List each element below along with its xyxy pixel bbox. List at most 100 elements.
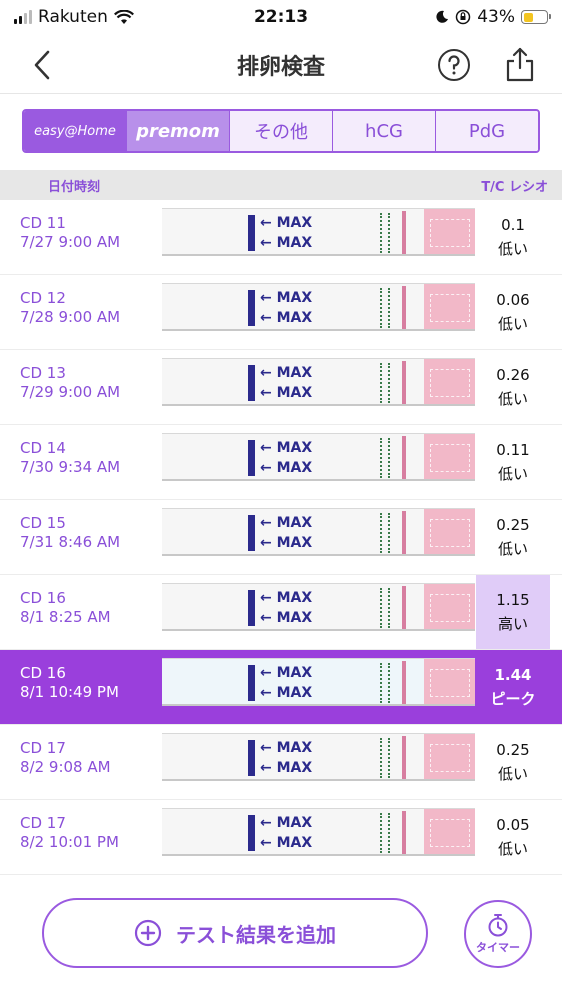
- strip-brand-label: [424, 584, 475, 629]
- tc-ratio-cell: 1.44 ピーク: [476, 650, 550, 724]
- strip-max-text: ← MAX: [260, 215, 313, 231]
- lh-level: 高い: [497, 615, 528, 633]
- test-strip-photo[interactable]: ← MAX ← MAX: [162, 433, 475, 481]
- test-result-row[interactable]: CD 11 7/27 9:00 AM ← MAX ← MAX 0.1 低い: [0, 200, 562, 275]
- row-date: CD 15 7/31 8:46 AM: [20, 514, 120, 552]
- strip-max-text: ← MAX: [260, 515, 313, 531]
- test-result-row[interactable]: CD 17 8/2 10:01 PM ← MAX ← MAX 0.05 低い: [0, 800, 562, 875]
- test-datetime: 8/1 8:25 AM: [20, 608, 111, 626]
- test-strip-photo[interactable]: ← MAX ← MAX: [162, 808, 475, 856]
- strip-max-bar: [248, 215, 255, 251]
- signal-icon: [14, 10, 32, 24]
- lh-level: 低い: [497, 765, 528, 783]
- cycle-day: CD 13: [20, 364, 66, 382]
- rotation-lock-icon: [455, 9, 471, 25]
- cycle-day: CD 11: [20, 214, 66, 232]
- test-strip-photo[interactable]: ← MAX ← MAX: [162, 283, 475, 331]
- test-datetime: 7/29 9:00 AM: [20, 383, 121, 401]
- strip-control-line: [380, 438, 390, 478]
- strip-test-line: [402, 811, 406, 854]
- row-date: CD 17 8/2 10:01 PM: [20, 814, 119, 852]
- strip-brand-label: [424, 809, 475, 854]
- tab-pdg[interactable]: PdG: [436, 111, 538, 151]
- tc-ratio-cell: 0.1 低い: [476, 200, 550, 274]
- cycle-day: CD 16: [20, 589, 66, 607]
- strip-max-text: ← MAX: [260, 535, 313, 551]
- share-icon[interactable]: [503, 46, 537, 84]
- row-date: CD 12 7/28 9:00 AM: [20, 289, 120, 327]
- strip-max-text: ← MAX: [260, 290, 313, 306]
- battery-percent: 43%: [477, 7, 515, 27]
- lh-level: ピーク: [490, 690, 536, 708]
- tc-ratio-value: 0.11: [496, 441, 530, 459]
- test-result-row[interactable]: CD 12 7/28 9:00 AM ← MAX ← MAX 0.06 低い: [0, 275, 562, 350]
- add-test-result-label: テスト結果を追加: [176, 922, 336, 947]
- strip-max-text: ← MAX: [260, 665, 313, 681]
- test-result-row[interactable]: CD 15 7/31 8:46 AM ← MAX ← MAX 0.25 低い: [0, 500, 562, 575]
- timer-label: タイマー: [476, 941, 520, 954]
- cycle-day: CD 14: [20, 439, 66, 457]
- strip-test-line: [402, 286, 406, 329]
- strip-max-bar: [248, 590, 255, 626]
- lh-level: 低い: [497, 390, 528, 408]
- row-date: CD 13 7/29 9:00 AM: [20, 364, 120, 402]
- strip-brand-label: [424, 509, 475, 554]
- back-button[interactable]: [28, 48, 58, 82]
- strip-max-text: ← MAX: [260, 385, 313, 401]
- strip-max-text: ← MAX: [260, 590, 313, 606]
- strip-control-line: [380, 363, 390, 403]
- test-result-row[interactable]: CD 17 8/2 9:08 AM ← MAX ← MAX 0.25 低い: [0, 725, 562, 800]
- lh-level: 低い: [497, 465, 528, 483]
- strip-control-line: [380, 663, 390, 703]
- strip-test-line: [402, 211, 406, 254]
- test-datetime: 8/2 9:08 AM: [20, 758, 111, 776]
- test-result-row[interactable]: CD 16 8/1 8:25 AM ← MAX ← MAX 1.15 高い: [0, 575, 562, 650]
- test-strip-photo[interactable]: ← MAX ← MAX: [162, 508, 475, 556]
- tab-easy-at-home[interactable]: easy@Home: [24, 111, 127, 151]
- wifi-icon: [113, 9, 134, 24]
- strip-test-line: [402, 436, 406, 479]
- tab-premom[interactable]: premom: [127, 111, 230, 151]
- test-strip-photo[interactable]: ← MAX ← MAX: [162, 583, 475, 631]
- lh-level: 低い: [497, 540, 528, 558]
- strip-brand-label: [424, 359, 475, 404]
- strip-max-bar: [248, 740, 255, 776]
- tc-ratio-cell: 0.11 低い: [476, 425, 550, 499]
- strip-test-line: [402, 511, 406, 554]
- strip-brand-label: [424, 209, 475, 254]
- strip-test-line: [402, 736, 406, 779]
- help-icon[interactable]: [437, 48, 471, 82]
- test-result-row[interactable]: CD 14 7/30 9:34 AM ← MAX ← MAX 0.11 低い: [0, 425, 562, 500]
- strip-max-text: ← MAX: [260, 835, 313, 851]
- test-result-row[interactable]: CD 16 8/1 10:49 PM ← MAX ← MAX 1.44 ピーク: [0, 650, 562, 725]
- tc-ratio-value: 0.25: [496, 516, 530, 534]
- cycle-day: CD 15: [20, 514, 66, 532]
- tab-other[interactable]: その他: [230, 111, 333, 151]
- tc-ratio-cell: 0.25 低い: [476, 725, 550, 799]
- tc-ratio-value: 0.25: [496, 741, 530, 759]
- list-header: 日付時刻 T/C レシオ: [0, 170, 562, 200]
- battery-icon: [521, 10, 551, 24]
- test-result-row[interactable]: CD 13 7/29 9:00 AM ← MAX ← MAX 0.26 低い: [0, 350, 562, 425]
- plus-circle-icon: [134, 919, 162, 947]
- tc-ratio-value: 1.15: [496, 591, 530, 609]
- strip-control-line: [380, 813, 390, 853]
- test-strip-photo[interactable]: ← MAX ← MAX: [162, 208, 475, 256]
- tc-ratio-value: 0.06: [496, 291, 530, 309]
- test-strip-photo[interactable]: ← MAX ← MAX: [162, 358, 475, 406]
- strip-max-bar: [248, 365, 255, 401]
- strip-brand-label: [424, 284, 475, 329]
- strip-max-text: ← MAX: [260, 460, 313, 476]
- strip-max-text: ← MAX: [260, 440, 313, 456]
- test-strip-photo[interactable]: ← MAX ← MAX: [162, 733, 475, 781]
- tc-ratio-cell: 1.15 高い: [476, 575, 550, 649]
- row-date: CD 16 8/1 10:49 PM: [20, 664, 119, 702]
- test-strip-photo[interactable]: ← MAX ← MAX: [162, 658, 475, 706]
- add-test-result-button[interactable]: テスト結果を追加: [42, 898, 428, 968]
- cycle-day: CD 17: [20, 814, 66, 832]
- status-time: 22:13: [253, 7, 309, 27]
- tab-hcg[interactable]: hCG: [333, 111, 436, 151]
- timer-button[interactable]: タイマー: [464, 900, 532, 968]
- carrier-name: Rakuten: [38, 7, 108, 27]
- strip-brand-label: [424, 434, 475, 479]
